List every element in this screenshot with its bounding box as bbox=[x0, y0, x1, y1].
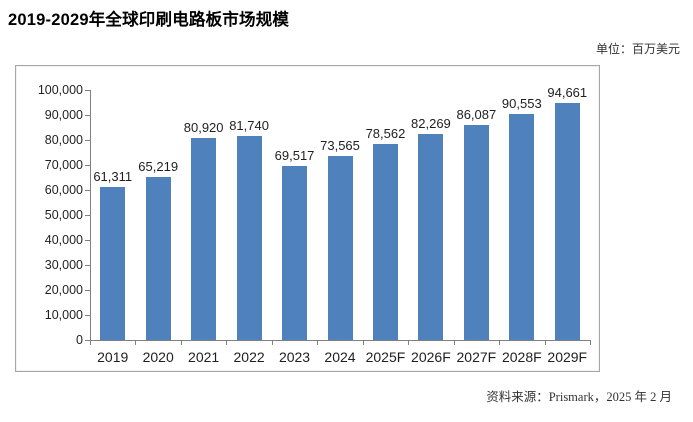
bar-value-label: 81,740 bbox=[229, 118, 269, 133]
y-tick-label: 10,000 bbox=[44, 308, 83, 322]
bar-value-label: 80,920 bbox=[183, 120, 224, 135]
bar-2028F bbox=[509, 114, 535, 340]
bar-2029F bbox=[554, 103, 580, 340]
source-label: 资料来源：Prismark，2025 年 2 月 bbox=[486, 390, 672, 404]
unit-label: 单位：百万美元 bbox=[595, 42, 680, 56]
y-tick-label: 90,000 bbox=[44, 108, 83, 122]
x-tick-label: 2022 bbox=[233, 349, 265, 365]
x-tick-mark bbox=[408, 341, 410, 345]
y-tick-label: 70,000 bbox=[44, 158, 83, 172]
x-tick-mark bbox=[590, 341, 591, 345]
x-tick-label: 2023 bbox=[278, 349, 311, 365]
bar-2026F bbox=[418, 134, 444, 340]
bar-2025F bbox=[372, 144, 398, 340]
page-title: 2019-2029年全球印刷电路板市场规模 bbox=[8, 11, 290, 29]
y-tick-label: 20,000 bbox=[44, 283, 83, 297]
y-tick-mark bbox=[85, 190, 90, 191]
y-tick-mark bbox=[85, 290, 90, 291]
y-tick-mark bbox=[85, 165, 90, 166]
x-tick-label: 2025F bbox=[365, 349, 406, 365]
x-tick-mark bbox=[135, 341, 137, 345]
y-tick-mark bbox=[85, 115, 90, 116]
bar-value-label: 78,562 bbox=[365, 126, 406, 141]
bar-2024 bbox=[327, 156, 353, 340]
y-tick-mark bbox=[85, 340, 90, 341]
x-tick-label: 2029F bbox=[547, 349, 588, 365]
bar-value-label: 61,311 bbox=[93, 169, 133, 184]
bar-2021 bbox=[191, 138, 217, 340]
y-tick-label: 40,000 bbox=[44, 233, 83, 247]
y-tick-mark bbox=[85, 90, 90, 91]
bar-value-label: 90,553 bbox=[501, 96, 542, 111]
y-tick-mark bbox=[85, 215, 90, 216]
bar-2019 bbox=[100, 187, 126, 340]
y-tick-label: 60,000 bbox=[44, 183, 83, 197]
bar-value-label: 65,219 bbox=[138, 159, 179, 174]
x-tick-mark bbox=[317, 341, 319, 345]
y-tick-label: 100,000 bbox=[37, 83, 83, 97]
x-tick-mark bbox=[544, 341, 546, 345]
y-tick-mark bbox=[85, 240, 90, 241]
bar-chart: 0 10,000 20,000 30,000 40,000 50,000 60,000 70,… bbox=[15, 65, 600, 372]
x-axis-line bbox=[90, 340, 591, 341]
y-tick-mark bbox=[85, 140, 90, 141]
x-tick-label: 2028F bbox=[501, 349, 542, 365]
x-tick-label: 2026F bbox=[411, 349, 451, 365]
x-tick-label: 2024 bbox=[324, 349, 356, 365]
bar-2022 bbox=[236, 136, 262, 340]
x-tick-mark bbox=[90, 341, 91, 345]
y-tick-label: 50,000 bbox=[44, 208, 83, 222]
bar-value-label: 94,661 bbox=[547, 85, 588, 100]
y-tick-label: 30,000 bbox=[44, 258, 83, 272]
x-tick-mark bbox=[271, 341, 273, 345]
x-tick-mark bbox=[180, 341, 182, 345]
bar-2020 bbox=[145, 177, 171, 340]
x-tick-mark bbox=[362, 341, 364, 345]
y-tick-mark bbox=[85, 315, 90, 316]
x-tick-label: 2020 bbox=[142, 349, 174, 365]
y-tick-label: 0 bbox=[76, 333, 83, 347]
bar-value-label: 86,087 bbox=[456, 107, 497, 122]
bar-value-label: 69,517 bbox=[274, 148, 315, 163]
bar-2023 bbox=[282, 166, 308, 340]
x-tick-label: 2021 bbox=[188, 349, 220, 365]
y-axis-line bbox=[90, 90, 91, 341]
y-tick-mark bbox=[85, 265, 90, 266]
bar-value-label: 82,269 bbox=[411, 116, 451, 131]
x-tick-label: 2027F bbox=[456, 349, 497, 365]
x-tick-label: 2019 bbox=[97, 349, 129, 365]
bar-2027F bbox=[463, 125, 489, 340]
x-tick-mark bbox=[453, 341, 455, 345]
bar-value-label: 73,565 bbox=[320, 138, 360, 153]
x-tick-mark bbox=[226, 341, 228, 345]
x-tick-mark bbox=[499, 341, 501, 345]
y-tick-label: 80,000 bbox=[44, 133, 83, 147]
